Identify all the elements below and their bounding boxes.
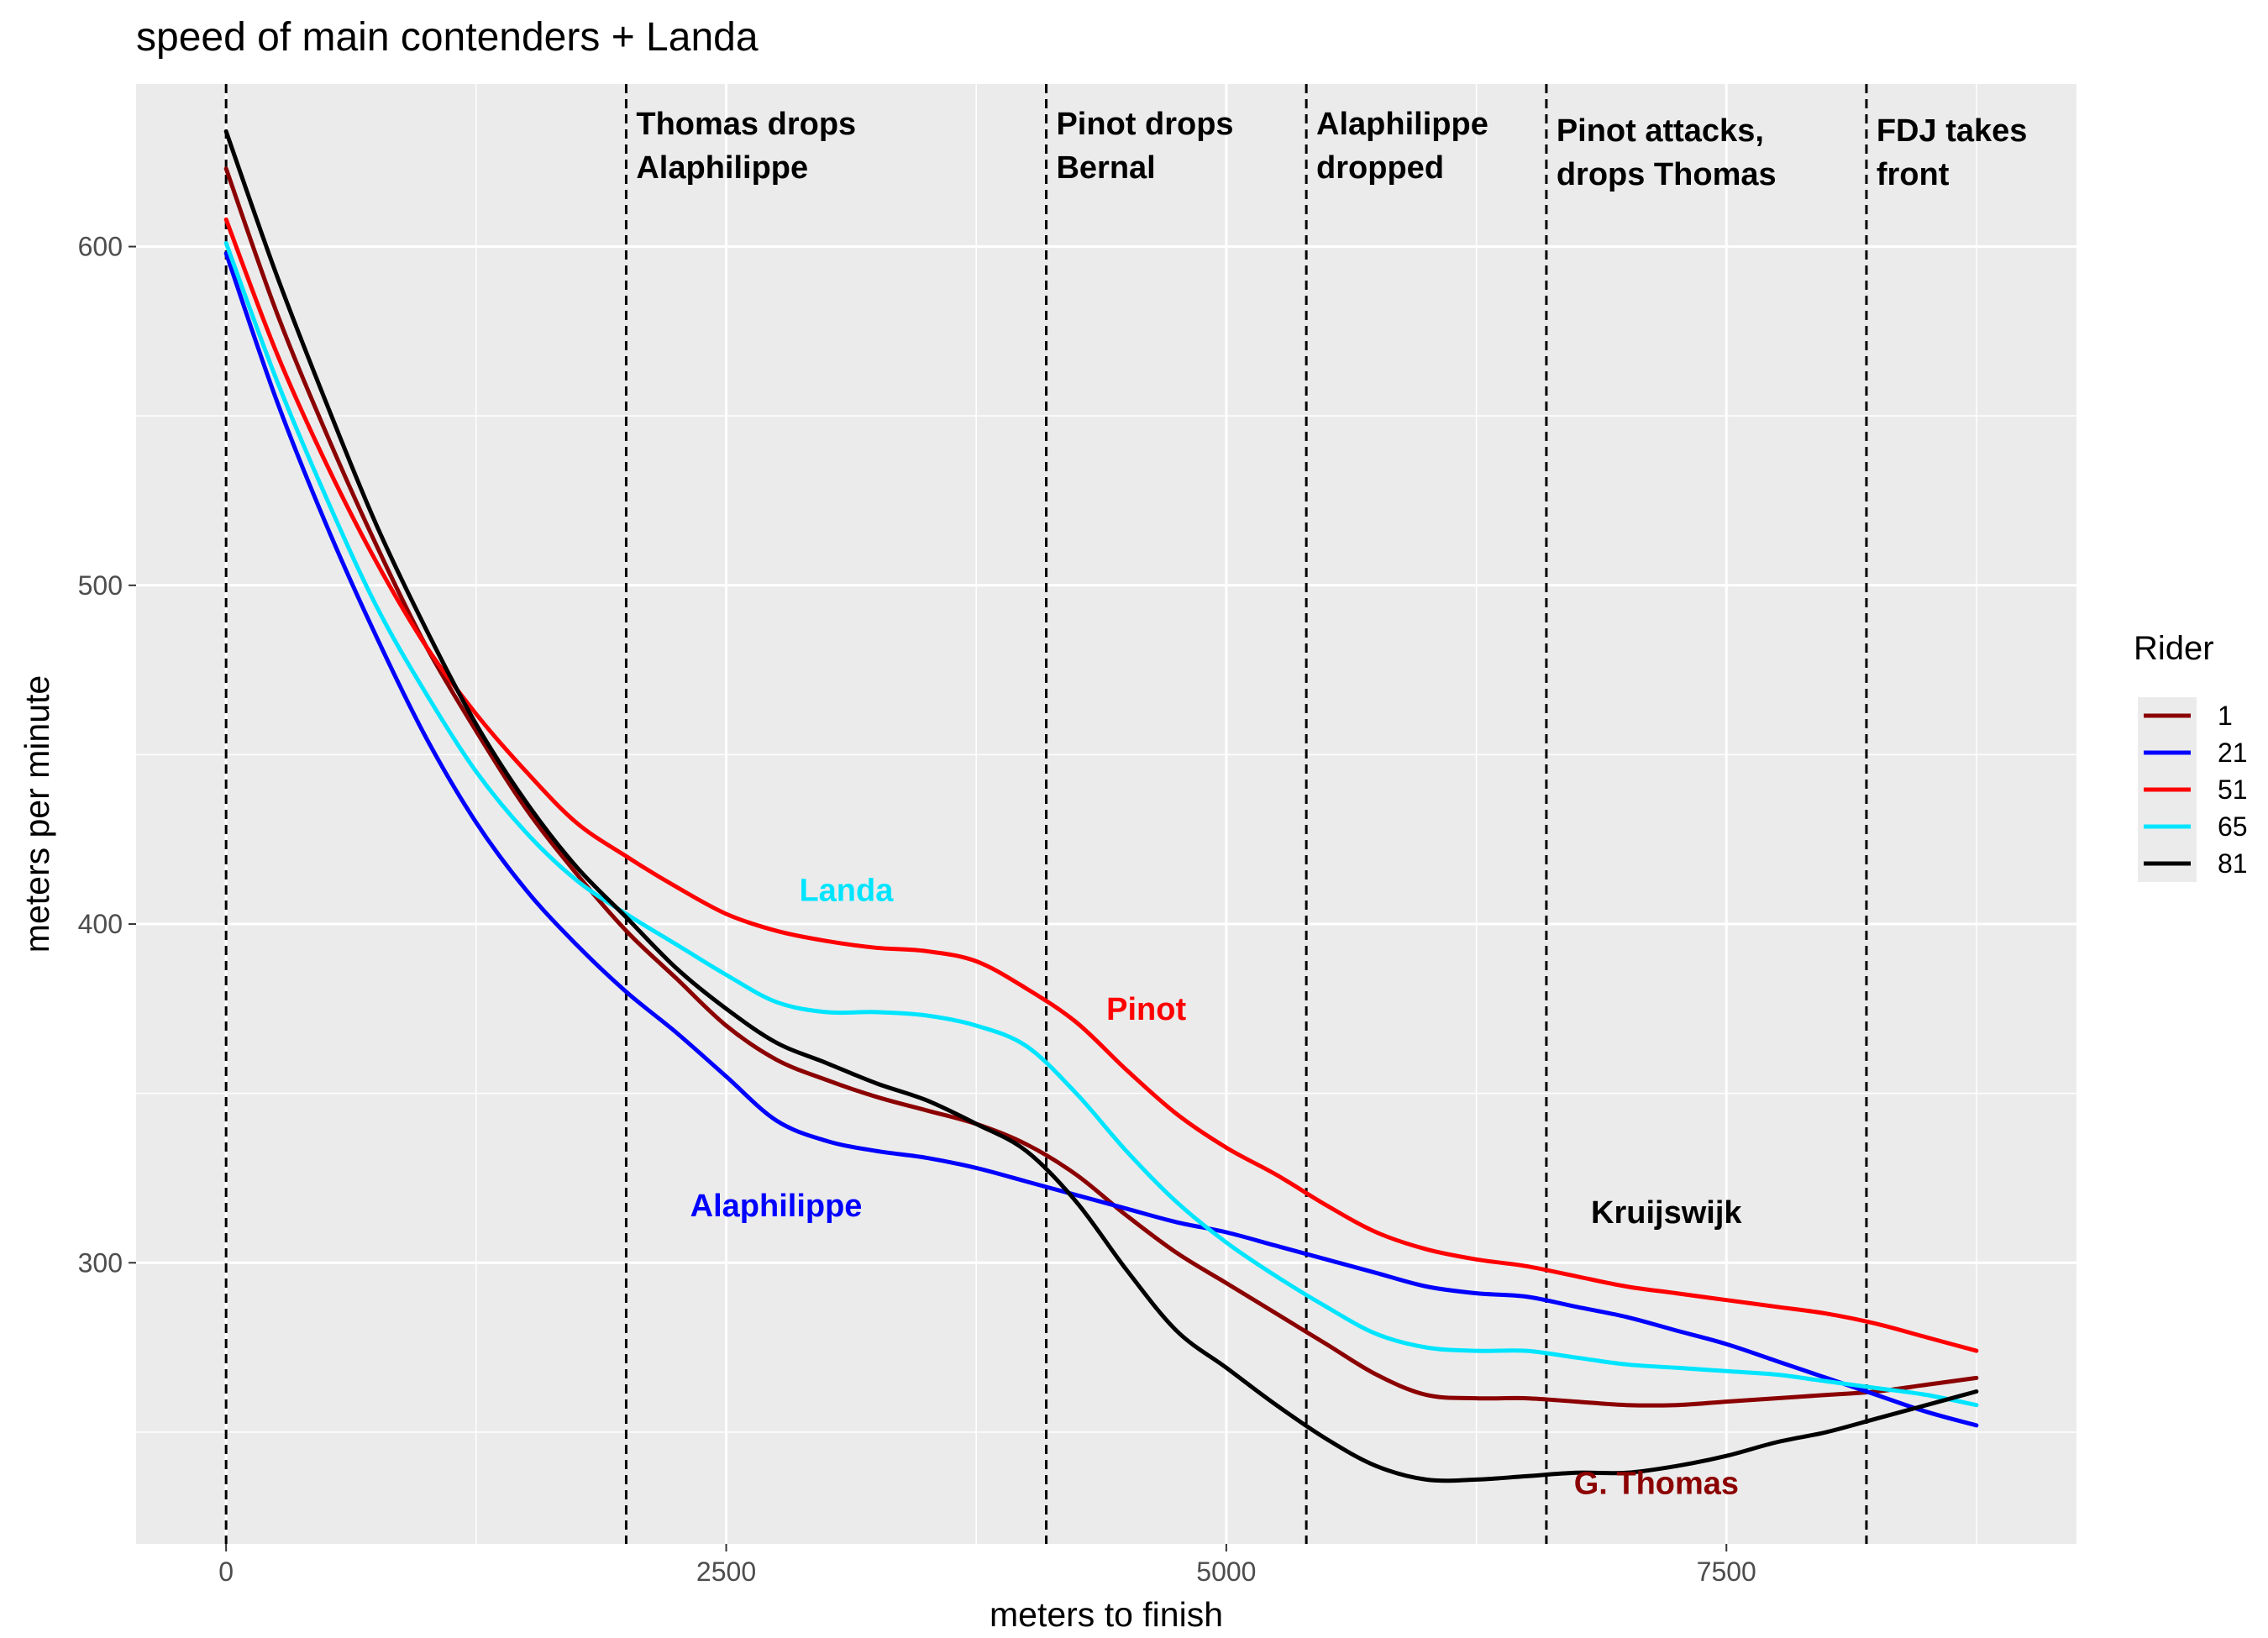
y-tick-label: 600 xyxy=(78,232,123,262)
x-tick-label: 7500 xyxy=(1697,1557,1756,1587)
legend-label: 81 xyxy=(2218,848,2248,879)
event-annotation: Bernal xyxy=(1056,150,1155,186)
rider-label: Landa xyxy=(799,874,894,909)
event-lines xyxy=(224,84,1868,1544)
event-annotation: Alaphilippe xyxy=(1316,107,1488,142)
event-annotation: FDJ takes xyxy=(1877,113,2028,149)
rider-label: Pinot xyxy=(1106,992,1186,1027)
series-line-rider-1 xyxy=(223,166,1979,1408)
event-annotation: drops Thomas xyxy=(1557,157,1777,192)
series-line-rider-81 xyxy=(223,129,1979,1483)
x-tick-label: 2500 xyxy=(696,1557,756,1587)
major-gridlines xyxy=(136,84,2076,1544)
event-annotation: Pinot attacks, xyxy=(1557,113,1764,149)
x-axis-title: meters to finish xyxy=(990,1595,1223,1634)
y-axis: 300 400 500 600 xyxy=(78,232,136,1278)
rider-label: G. Thomas xyxy=(1574,1466,1739,1501)
chart-title: speed of main contenders + Landa xyxy=(136,15,759,60)
legend: Rider 1 21 51 65 81 xyxy=(2134,630,2248,882)
minor-gridlines xyxy=(136,84,2076,1544)
legend-title: Rider xyxy=(2134,630,2214,667)
y-tick-label: 300 xyxy=(78,1247,123,1278)
series-lines xyxy=(223,129,1979,1483)
rider-label: Kruijswijk xyxy=(1591,1195,1742,1231)
event-annotation: front xyxy=(1877,157,1950,192)
series-line-rider-21 xyxy=(223,251,1979,1428)
event-annotation: Thomas drops xyxy=(636,107,856,142)
legend-label: 51 xyxy=(2218,774,2248,805)
rider-labels: Landa Pinot Alaphilippe Kruijswijk G. Thomas xyxy=(690,874,1743,1502)
series-line-rider-65 xyxy=(223,241,1979,1408)
y-tick-label: 400 xyxy=(78,909,123,939)
y-tick-label: 500 xyxy=(78,570,123,601)
legend-label: 65 xyxy=(2218,811,2248,842)
event-annotation: Pinot drops xyxy=(1056,107,1233,142)
event-annotation: Alaphilippe xyxy=(636,150,808,186)
x-tick-label: 5000 xyxy=(1196,1557,1256,1587)
x-tick-label: 0 xyxy=(218,1557,234,1587)
event-annotation: dropped xyxy=(1316,150,1444,186)
event-annotations: Thomas drops Alaphilippe Pinot drops Bernal… xyxy=(636,107,2027,192)
legend-label: 1 xyxy=(2218,701,2233,731)
legend-label: 21 xyxy=(2218,738,2248,768)
y-axis-title: meters per minute xyxy=(18,675,56,953)
plot-panel xyxy=(136,84,2076,1544)
rider-label: Alaphilippe xyxy=(690,1189,863,1224)
x-axis: 0 2500 5000 7500 xyxy=(218,1544,1756,1587)
